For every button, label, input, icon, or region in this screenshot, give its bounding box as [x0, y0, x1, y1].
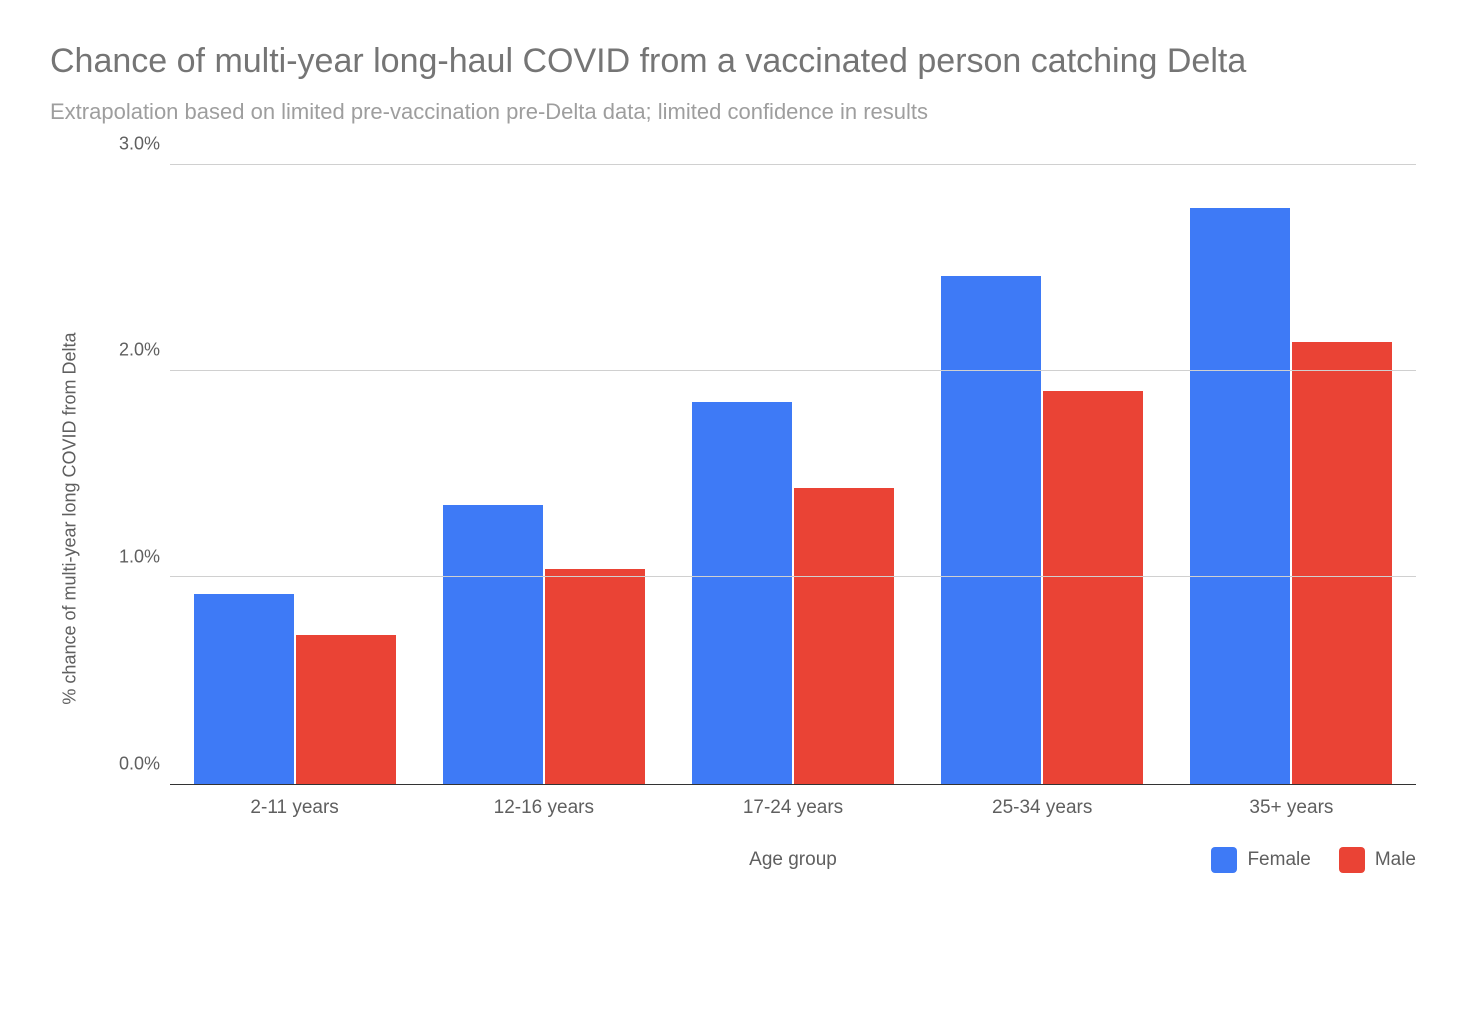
bar-group: [918, 165, 1167, 784]
legend-swatch: [1339, 847, 1365, 873]
bar-group: [419, 165, 668, 784]
bar: [296, 635, 396, 784]
bar: [443, 505, 543, 784]
legend-swatch: [1211, 847, 1237, 873]
gridline: [170, 576, 1416, 577]
y-tick-label: 1.0%: [119, 546, 160, 567]
chart-area: % chance of multi-year long COVID from D…: [50, 165, 1416, 873]
y-tick-label: 0.0%: [119, 753, 160, 774]
x-axis-ticks: 2-11 years12-16 years17-24 years25-34 ye…: [170, 797, 1416, 819]
bar: [1043, 391, 1143, 783]
legend-item: Male: [1339, 847, 1416, 873]
bar-group: [170, 165, 419, 784]
x-tick-label: 12-16 years: [419, 797, 668, 819]
x-tick-label: 17-24 years: [668, 797, 917, 819]
bar: [941, 276, 1041, 784]
y-axis-ticks: 0.0%1.0%2.0%3.0%: [90, 165, 170, 785]
plot-area: [170, 165, 1416, 785]
legend-label: Male: [1375, 849, 1416, 871]
bar-group: [668, 165, 917, 784]
legend-label: Female: [1247, 849, 1310, 871]
chart-title: Chance of multi-year long-haul COVID fro…: [50, 40, 1416, 83]
y-axis-label-wrap: % chance of multi-year long COVID from D…: [50, 165, 90, 873]
chart-subtitle: Extrapolation based on limited pre-vacci…: [50, 99, 1416, 125]
bar: [692, 402, 792, 784]
bar: [794, 488, 894, 783]
legend-item: Female: [1211, 847, 1310, 873]
bar: [1292, 342, 1392, 784]
legend: Female Male: [1211, 847, 1416, 873]
x-axis-label: Age group: [749, 849, 837, 871]
gridline: [170, 164, 1416, 165]
bar: [194, 594, 294, 784]
y-axis-label: % chance of multi-year long COVID from D…: [60, 332, 81, 704]
chart-body: 0.0%1.0%2.0%3.0% 2-11 years12-16 years17…: [90, 165, 1416, 873]
x-tick-label: 25-34 years: [918, 797, 1167, 819]
bar-groups: [170, 165, 1416, 784]
y-tick-label: 3.0%: [119, 133, 160, 154]
bar: [545, 569, 645, 784]
x-tick-label: 2-11 years: [170, 797, 419, 819]
gridline: [170, 370, 1416, 371]
bar-group: [1167, 165, 1416, 784]
y-tick-label: 2.0%: [119, 340, 160, 361]
x-tick-label: 35+ years: [1167, 797, 1416, 819]
bar: [1190, 208, 1290, 784]
